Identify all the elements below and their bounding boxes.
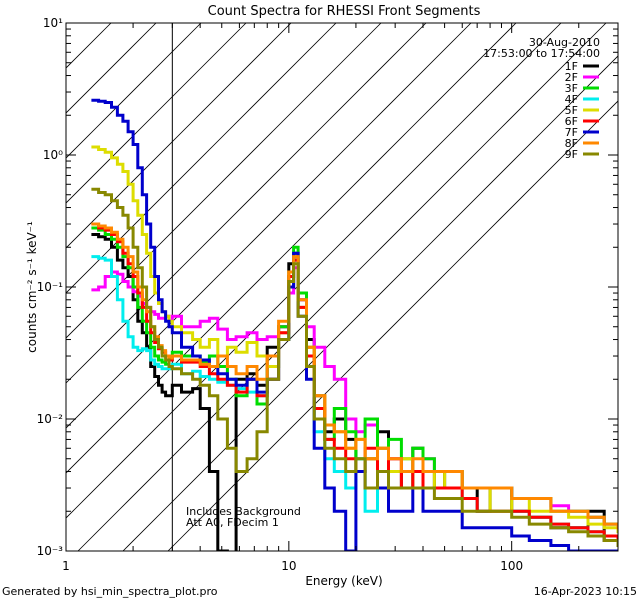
- y-axis-label: counts cm⁻² s⁻¹ keV⁻¹: [25, 221, 39, 353]
- time-range-label: 17:53:00 to 17:54:00: [483, 47, 600, 60]
- x-tick-labels: 1 10 100: [62, 559, 523, 573]
- hatch-line: [66, 23, 292, 249]
- hatch-line: [66, 23, 157, 114]
- hatch-line: [66, 23, 247, 204]
- date-label: 30-Aug-2010: [529, 36, 600, 49]
- hatch-line: [122, 55, 618, 551]
- y-tick-label: 10⁻³: [37, 544, 64, 558]
- series-9F: [91, 187, 618, 547]
- legend-label-6F: 6F: [565, 115, 578, 128]
- footer-generator: Generated by hsi_min_spectra_plot.pro: [2, 585, 218, 598]
- axis-ticks: [65, 22, 619, 552]
- y-tick-label: 10¹: [43, 16, 63, 30]
- chart-title: Count Spectra for RHESSI Front Segments: [208, 4, 481, 19]
- hatch-line: [66, 23, 472, 429]
- legend-label-4F: 4F: [565, 93, 578, 106]
- series-layer: [91, 98, 618, 551]
- hatch-line: [66, 23, 427, 384]
- annotation-background: Includes Background: [186, 505, 301, 518]
- y-tick-label: 10⁻¹: [37, 280, 64, 294]
- x-tick-label: 1: [62, 559, 70, 573]
- hatch-line: [77, 23, 607, 551]
- legend-label-2F: 2F: [565, 71, 578, 84]
- hatch-line: [66, 23, 202, 159]
- y-tick-label: 10⁻²: [37, 412, 64, 426]
- annotation-attenuator: Att A0, FDecim 1: [186, 516, 279, 529]
- legend-label-8F: 8F: [565, 137, 578, 150]
- legend-label-5F: 5F: [565, 104, 578, 117]
- hatched-region: [66, 23, 618, 551]
- x-axis-label: Energy (keV): [305, 574, 382, 588]
- footer-timestamp: 16-Apr-2023 10:15: [534, 585, 637, 598]
- legend-label-7F: 7F: [565, 126, 578, 139]
- hatch-line: [66, 23, 517, 474]
- legend-label-9F: 9F: [565, 148, 578, 161]
- legend-label-1F: 1F: [565, 60, 578, 73]
- y-tick-label: 10⁰: [43, 148, 63, 162]
- hatch-line: [167, 100, 618, 551]
- y-tick-labels: 10¹ 10⁰ 10⁻¹ 10⁻² 10⁻³: [37, 16, 64, 558]
- x-tick-label: 10: [281, 559, 296, 573]
- legend-label-3F: 3F: [565, 82, 578, 95]
- series-7F: [91, 98, 618, 551]
- x-tick-label: 100: [500, 559, 523, 573]
